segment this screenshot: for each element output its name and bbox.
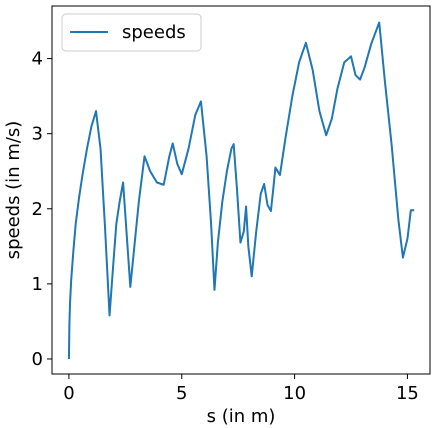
legend-label-speeds: speeds xyxy=(122,22,186,43)
legend: speeds xyxy=(61,13,202,52)
x-tick-label: 15 xyxy=(396,383,419,404)
x-tick-label: 5 xyxy=(176,383,187,404)
y-tick-label: 2 xyxy=(32,199,43,220)
axis-ticks: 0 5 10 15 0 1 2 3 4 xyxy=(32,49,419,404)
y-tick-label: 4 xyxy=(32,49,43,70)
y-axis-label: speeds (in m/s) xyxy=(3,121,24,260)
y-tick-label: 3 xyxy=(32,124,43,145)
y-tick-label: 0 xyxy=(32,349,43,370)
axes-frame xyxy=(51,5,431,375)
legend-box xyxy=(61,13,202,52)
series-line-speeds xyxy=(67,21,415,359)
y-tick-label: 1 xyxy=(32,274,43,295)
plot-area xyxy=(67,21,415,359)
x-tick-label: 0 xyxy=(63,383,74,404)
x-axis-label: s (in m) xyxy=(207,406,276,427)
x-tick-label: 10 xyxy=(283,383,306,404)
